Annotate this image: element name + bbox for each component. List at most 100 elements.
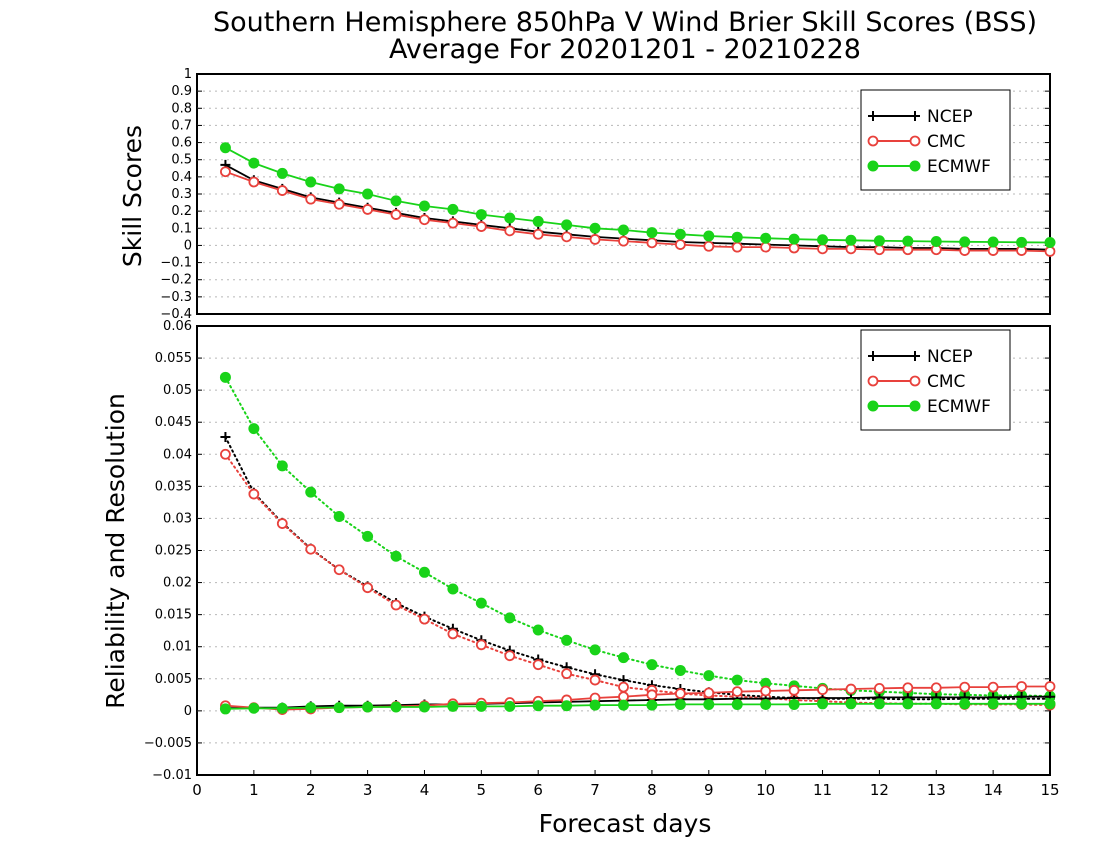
- bottom-y-ticks: −0.01 −0.005 0 0.005 0.01 0.015 0.02 0.025 0.03 0…: [144, 319, 1050, 783]
- bottom-legend-marker-ncep: [868, 351, 878, 361]
- bottom-point-ecmwf-reliability: [618, 699, 629, 711]
- bottom-point-cmc-reliability: [703, 687, 715, 699]
- top-point-ecmwf: [447, 203, 459, 215]
- x-axis-label: Forecast days: [539, 809, 712, 838]
- top-ytick-label: 0.7: [171, 118, 192, 133]
- top-y-ticks: −0.4 −0.3 −0.2 −0.1 0 0.1 0.2 0.3 0.4 0.5 0.6 0.7 0.…: [160, 67, 1050, 322]
- bottom-ytick-label: 0.03: [163, 511, 192, 526]
- chart-subtitle: Average For 20201201 - 20210228: [389, 34, 861, 65]
- bottom-gridlines: [197, 357, 1050, 744]
- bottom-ytick-label: 0.055: [155, 351, 192, 366]
- top-ytick-label: 0.3: [171, 187, 192, 202]
- top-ytick-label: −0.1: [160, 256, 192, 271]
- bottom-point-ecmwf-reliability: [987, 698, 999, 710]
- bottom-ytick-label: 0.01: [163, 640, 192, 655]
- top-point-ecmwf: [987, 236, 999, 248]
- bottom-point-ecmwf-resolution: [589, 644, 601, 656]
- xtick-label: 12: [870, 781, 889, 799]
- xtick-label: 8: [647, 781, 657, 799]
- xtick-label: 9: [704, 781, 714, 799]
- xtick-label: 5: [477, 781, 487, 799]
- bottom-point-ecmwf-reliability: [731, 698, 743, 710]
- top-point-cmc: [817, 243, 828, 255]
- top-point-ecmwf: [219, 142, 231, 154]
- bottom-point-cmc-reliability: [760, 685, 772, 697]
- bottom-point-cmc-reliability: [1044, 681, 1056, 692]
- top-ytick-label: 0.5: [171, 153, 192, 168]
- top-point-cmc: [959, 245, 971, 256]
- bottom-point-ecmwf-resolution: [475, 597, 487, 609]
- bottom-point-cmc-resolution: [561, 668, 573, 680]
- bottom-legend-marker-ecmwf: [909, 400, 921, 412]
- top-ytick-label: 0.9: [171, 84, 192, 99]
- xtick-label: 14: [984, 781, 1003, 799]
- bottom-point-ecmwf-resolution: [362, 530, 374, 542]
- top-point-cmc: [276, 185, 288, 196]
- bottom-point-ecmwf-reliability: [333, 702, 345, 714]
- bottom-point-ecmwf-resolution: [618, 652, 629, 664]
- bottom-legend-marker-ecmwf: [867, 400, 879, 412]
- top-ytick-label: −0.2: [160, 273, 192, 288]
- top-ytick-label: 0.2: [171, 204, 192, 219]
- bottom-series-line-ecmwf-resolution: [224, 376, 1051, 698]
- bottom-point-ecmwf-reliability: [646, 699, 658, 711]
- bottom-y-axis-label: Reliability and Resolution: [101, 393, 130, 709]
- xtick-label: 3: [363, 781, 373, 799]
- bottom-point-ecmwf-reliability: [959, 698, 971, 710]
- top-point-ecmwf: [817, 234, 829, 246]
- bottom-legend-label-ecmwf: ECMWF: [927, 397, 991, 417]
- bottom-point-cmc-resolution: [504, 650, 516, 662]
- top-point-ecmwf: [902, 235, 914, 247]
- xtick-label: 10: [756, 781, 775, 799]
- bottom-point-ecmwf-resolution: [390, 550, 402, 562]
- top-point-cmc: [504, 225, 516, 237]
- top-point-ecmwf: [418, 200, 430, 212]
- bottom-point-cmc-reliability: [1016, 681, 1027, 692]
- bottom-legend-marker-cmc: [867, 375, 879, 387]
- top-legend-marker-ecmwf: [867, 160, 879, 172]
- top-ytick-label: 1: [184, 67, 192, 82]
- top-point-ecmwf: [845, 234, 857, 246]
- bottom-point-cmc-reliability: [845, 683, 857, 695]
- top-legend-marker-ecmwf: [909, 160, 921, 172]
- top-ytick-label: 0: [184, 238, 192, 253]
- top-point-cmc: [333, 198, 345, 210]
- top-point-ecmwf: [703, 230, 715, 242]
- bottom-point-ecmwf-reliability: [930, 698, 942, 710]
- bottom-ytick-label: −0.01: [152, 768, 192, 783]
- bottom-point-cmc-resolution: [419, 613, 430, 625]
- top-ytick-label: −0.3: [160, 290, 192, 305]
- bottom-point-ecmwf-resolution: [703, 670, 715, 682]
- bottom-point-ncep-resolution: [220, 431, 231, 442]
- bottom-ytick-label: 0.05: [163, 383, 192, 398]
- bottom-ytick-label: 0.005: [155, 672, 192, 687]
- bottom-point-ecmwf-reliability: [1016, 698, 1028, 710]
- top-ytick-label: 0.4: [171, 170, 192, 185]
- top-point-cmc: [760, 241, 772, 253]
- xtick-label: 11: [813, 781, 832, 799]
- bottom-ytick-label: −0.005: [144, 736, 192, 751]
- top-point-ecmwf: [333, 183, 345, 195]
- bottom-point-ecmwf-reliability: [418, 701, 430, 713]
- bottom-point-ecmwf-reliability: [1044, 698, 1056, 710]
- top-ytick-label: 0.8: [171, 101, 192, 116]
- bottom-point-ecmwf-reliability: [276, 702, 288, 714]
- bottom-ytick-label: 0.045: [155, 415, 192, 430]
- top-point-cmc: [674, 239, 686, 250]
- top-point-ecmwf: [532, 215, 544, 227]
- bottom-point-cmc-resolution: [362, 582, 374, 594]
- bottom-point-cmc-reliability: [874, 683, 885, 694]
- top-point-cmc: [589, 234, 601, 245]
- top-point-ecmwf: [561, 219, 573, 231]
- x-ticks: 0 1 2 3 4 5 6 7 8 9 10 11 12 13 14 15: [192, 770, 1060, 799]
- bottom-point-ecmwf-reliability: [873, 698, 885, 710]
- bottom-point-ecmwf-resolution: [561, 634, 573, 646]
- top-point-ecmwf: [248, 157, 260, 169]
- bottom-point-ecmwf-resolution: [333, 511, 345, 523]
- top-point-cmc: [618, 235, 629, 247]
- top-point-cmc: [561, 231, 573, 243]
- xtick-label: 13: [927, 781, 946, 799]
- top-point-ecmwf: [731, 231, 743, 243]
- top-point-ecmwf: [305, 176, 317, 188]
- bottom-point-cmc-reliability: [674, 688, 686, 699]
